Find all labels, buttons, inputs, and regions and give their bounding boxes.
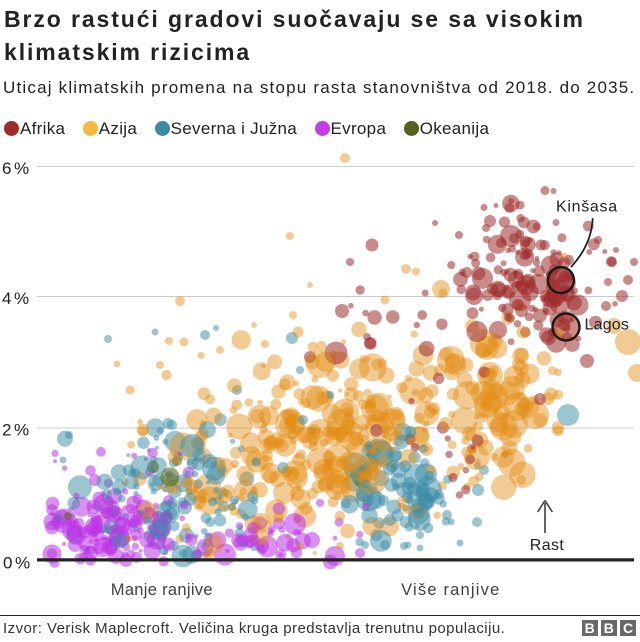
svg-text:Manje ranjive: Manje ranjive bbox=[111, 581, 213, 599]
svg-text:2%: 2% bbox=[2, 420, 32, 439]
svg-text:4%: 4% bbox=[2, 289, 32, 308]
svg-text:Lagos: Lagos bbox=[585, 316, 630, 333]
svg-text:Kinšasa: Kinšasa bbox=[556, 199, 618, 216]
svg-text:0%: 0% bbox=[3, 553, 33, 572]
svg-text:Rast: Rast bbox=[530, 537, 565, 554]
svg-text:Više ranjive: Više ranjive bbox=[401, 581, 500, 599]
svg-text:6%: 6% bbox=[2, 159, 32, 178]
